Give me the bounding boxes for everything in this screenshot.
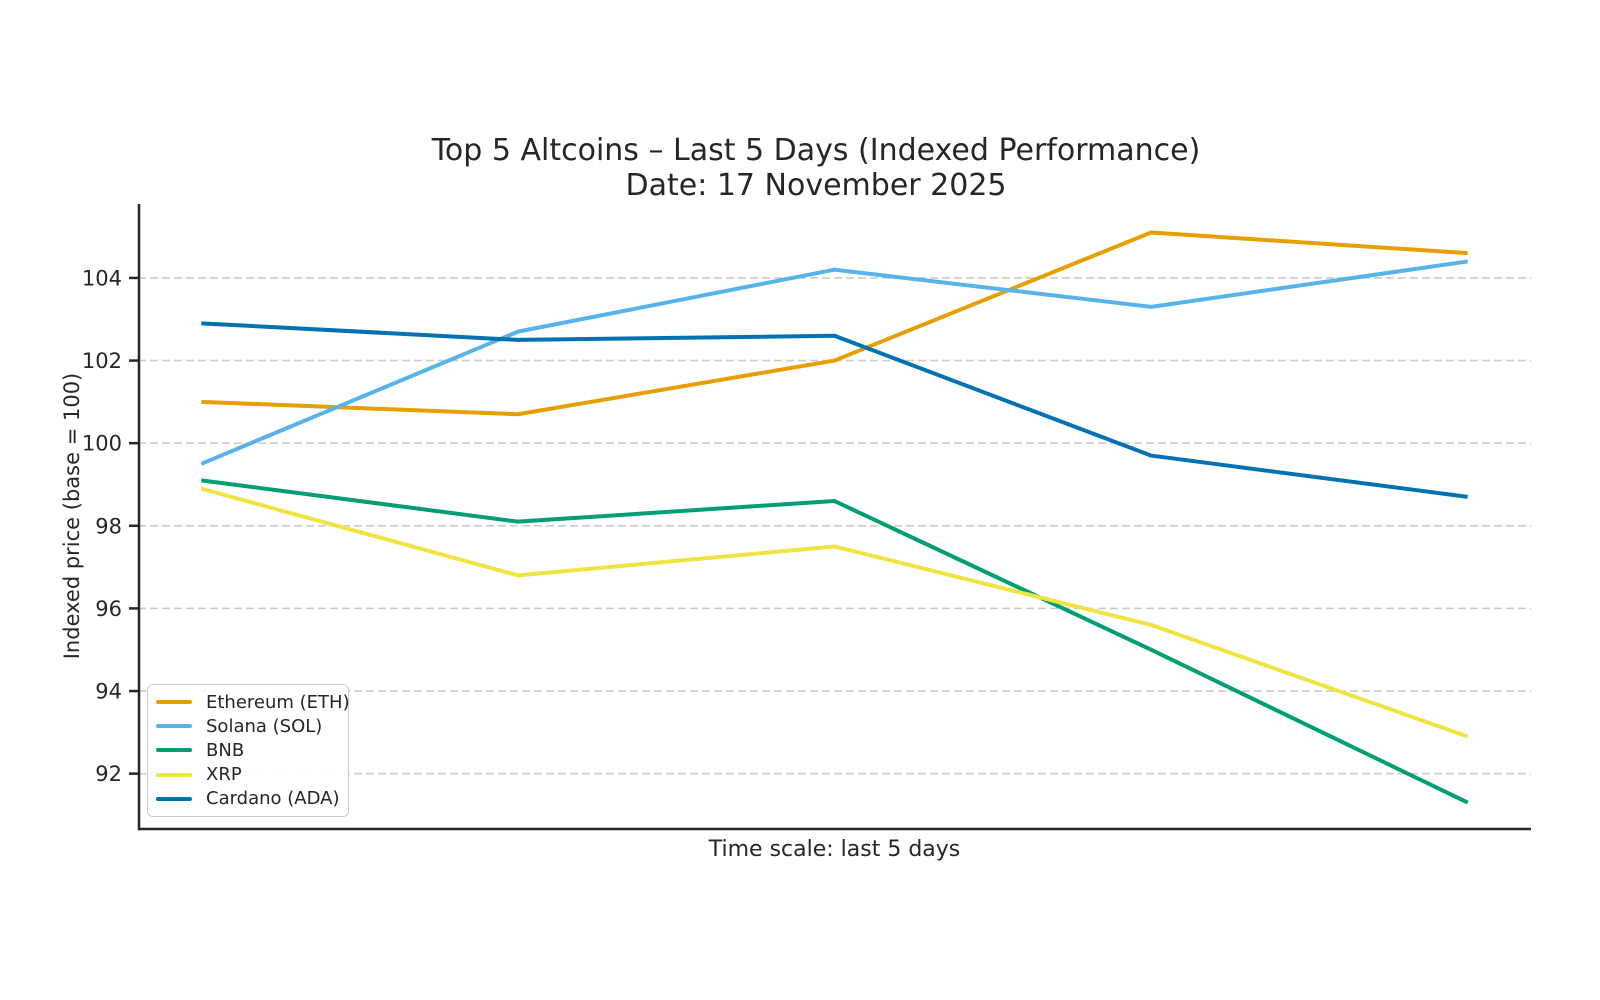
chart-title-block: Top 5 Altcoins – Last 5 Days (Indexed Pe… [120, 133, 1512, 204]
x-axis-label: Time scale: last 5 days [708, 837, 961, 862]
legend-swatch-line [156, 772, 192, 777]
y-tick-label: 104 [82, 266, 122, 290]
y-tick-label: 94 [95, 680, 122, 704]
legend-item-label: XRP [206, 764, 242, 786]
legend-swatch-line [156, 700, 192, 705]
y-tick-label: 102 [82, 349, 122, 373]
chart-subtitle: Date: 17 November 2025 [625, 168, 1007, 204]
legend-swatch-line [156, 796, 192, 801]
series-line-xrp [200, 486, 1469, 739]
legend-item-label: Cardano (ADA) [206, 788, 340, 810]
legend-item: XRP [156, 764, 340, 785]
y-tick-label: 100 [82, 432, 122, 456]
series-line-ethereum-eth [201, 230, 1468, 417]
chart-title: Top 5 Altcoins – Last 5 Days (Indexed Pe… [431, 133, 1201, 168]
series-line-bnb [201, 478, 1469, 805]
legend-swatch-line [156, 748, 192, 753]
legend: Ethereum (ETH) Solana (SOL) BNB XRP Cardano … [147, 684, 350, 817]
legend-item-label: BNB [206, 739, 245, 761]
y-tick-label: 98 [95, 514, 122, 538]
y-tick-label: 96 [95, 597, 122, 621]
legend-item: Cardano (ADA) [156, 788, 340, 809]
legend-item-label: Solana (SOL) [206, 715, 323, 737]
legend-swatch-line [156, 724, 192, 729]
y-tick-label: 92 [95, 762, 122, 786]
legend-item-label: Ethereum (ETH) [206, 691, 350, 713]
series-line-solana-sol [200, 259, 1468, 466]
legend-item: Solana (SOL) [156, 716, 340, 737]
legend-item: Ethereum (ETH) [156, 692, 350, 713]
legend-item: BNB [156, 740, 340, 761]
series-line-cardano-ada [201, 321, 1468, 499]
